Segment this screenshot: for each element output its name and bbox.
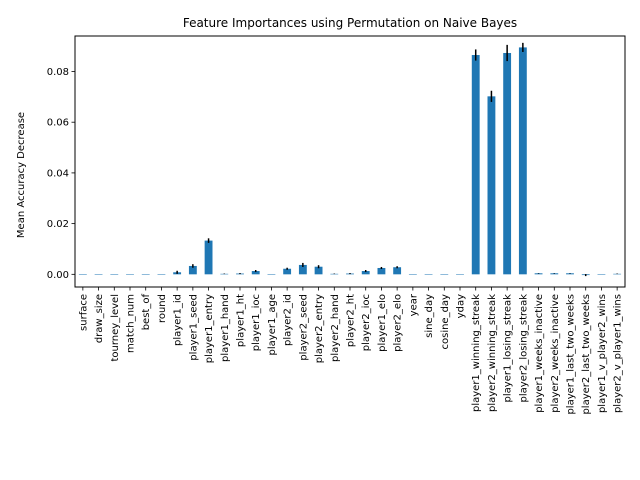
y-axis-label: Mean Accuracy Decrease <box>16 112 27 238</box>
x-tick-label: player1_hand <box>220 294 231 362</box>
bar-best_of <box>141 274 150 275</box>
bar-player1_seed <box>188 265 197 275</box>
x-tick-label: player1_last_two_weeks <box>566 294 577 415</box>
x-tick-label: player2_hand <box>330 294 341 362</box>
x-axis-ticks: surface draw_size tourney_level match_num be… <box>78 287 624 415</box>
x-tick-label: player2_entry <box>314 294 325 363</box>
x-tick-label: yday <box>456 294 467 318</box>
x-tick-label: cosine_day <box>440 294 451 350</box>
x-tick-label: player1_id <box>173 294 184 346</box>
x-tick-label: player2_elo <box>393 294 404 352</box>
x-tick-label: player1_entry <box>204 294 215 363</box>
x-tick-label: player1_winning_streak <box>471 294 482 412</box>
bars-group <box>78 47 622 276</box>
y-tick-label: 0.04 <box>47 168 69 179</box>
x-tick-label: tourney_level <box>110 294 121 362</box>
x-tick-label: sine_day <box>424 294 435 338</box>
bar-player1_losing_streak <box>503 52 512 275</box>
bar-player2_id <box>283 268 292 275</box>
bar-player2_ioc <box>361 271 370 275</box>
x-tick-label: surface <box>78 294 89 331</box>
bar-round <box>157 274 166 275</box>
bar-player1_weeks_inactive <box>534 273 543 275</box>
x-tick-label: player2_winning_streak <box>487 294 498 412</box>
x-tick-label: player1_ioc <box>251 294 262 351</box>
x-tick-label: round <box>157 294 168 323</box>
bar-draw_size <box>94 274 103 275</box>
bar-cosine_day <box>440 274 449 275</box>
x-tick-label: year <box>408 293 419 316</box>
x-tick-label: player1_ht <box>236 294 247 347</box>
x-tick-label: player2_losing_streak <box>518 294 529 403</box>
bar-player1_age <box>267 274 276 275</box>
bar-player1_entry <box>204 240 213 275</box>
bar-player2_hand <box>330 273 339 275</box>
x-tick-label: player1_v_player2_wins <box>597 294 608 413</box>
x-tick-label: player1_weeks_inactive <box>534 294 545 413</box>
bar-year <box>408 274 417 275</box>
error-bars-group <box>176 42 618 277</box>
bar-player2_seed <box>298 264 307 275</box>
x-tick-label: player2_last_two_weeks <box>581 294 592 415</box>
x-tick-label: match_num <box>126 294 137 353</box>
bar-match_num <box>126 274 134 275</box>
bar-player1_ioc <box>251 271 260 275</box>
bar-player2_v_player1_wins <box>613 273 622 275</box>
x-tick-label: best_of <box>141 294 152 331</box>
bar-yday <box>456 274 464 275</box>
bar-player2_winning_streak <box>487 96 496 275</box>
y-axis-ticks: 0.00 0.02 0.04 0.06 0.08 <box>47 67 75 281</box>
bar-player1_winning_streak <box>471 55 480 275</box>
x-tick-label: player1_elo <box>377 294 388 352</box>
bar-player2_losing_streak <box>518 47 527 275</box>
bar-player1_hand <box>220 273 229 275</box>
bar-tourney_level <box>110 274 119 275</box>
bar-player2_entry <box>314 266 323 275</box>
plot-frame <box>74 35 626 288</box>
bar-player1_last_two_weeks <box>566 273 574 275</box>
x-tick-label: player1_seed <box>188 294 199 361</box>
bar-surface <box>78 274 87 275</box>
x-tick-label: player2_ht <box>346 294 357 347</box>
y-tick-label: 0.00 <box>47 270 69 281</box>
x-tick-label: player1_age <box>267 294 278 355</box>
x-tick-label: draw_size <box>94 294 105 343</box>
x-tick-label: player2_v_player1_wins <box>613 294 624 413</box>
x-tick-label: player2_ioc <box>361 294 372 351</box>
y-tick-label: 0.06 <box>47 118 69 129</box>
x-tick-label: player2_weeks_inactive <box>550 294 561 413</box>
bar-sine_day <box>424 274 433 275</box>
bar-player1_elo <box>377 267 386 275</box>
x-tick-label: player2_seed <box>298 294 309 361</box>
bar-player2_weeks_inactive <box>550 273 559 275</box>
y-tick-label: 0.08 <box>47 67 69 78</box>
bar-player2_elo <box>393 267 402 275</box>
x-tick-label: player2_id <box>283 294 294 346</box>
chart-title: Feature Importances using Permutation on… <box>183 16 517 30</box>
bar-player1_v_player2_wins <box>597 274 606 275</box>
x-tick-label: player1_losing_streak <box>503 294 514 403</box>
y-tick-label: 0.02 <box>47 219 69 230</box>
